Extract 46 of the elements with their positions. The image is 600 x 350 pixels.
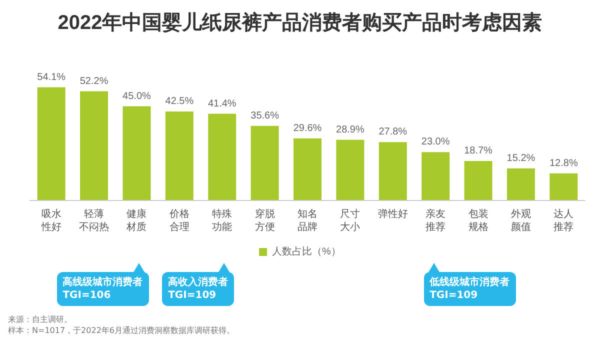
data-label: 23.0% bbox=[421, 136, 450, 148]
x-tick-label: 达人推荐 bbox=[554, 208, 574, 233]
source-note: 来源：自主调研。 bbox=[8, 314, 72, 325]
x-tick-label: 特殊功能 bbox=[212, 208, 232, 233]
bar bbox=[464, 161, 492, 200]
x-tick-label: 穿脱方便 bbox=[254, 208, 275, 233]
x-tick-label: 吸水性好 bbox=[40, 208, 62, 233]
bar bbox=[336, 140, 364, 200]
text: 低线级城市消费者 TGI=109 bbox=[424, 272, 516, 306]
data-label: 41.4% bbox=[208, 98, 236, 110]
x-tick-label: 包装规格 bbox=[468, 208, 488, 233]
bar bbox=[80, 91, 108, 200]
bar bbox=[208, 114, 236, 200]
bar bbox=[422, 152, 450, 200]
data-label: 29.6% bbox=[293, 122, 322, 134]
bar bbox=[165, 111, 194, 200]
x-tick-label: 弹性好 bbox=[378, 208, 408, 220]
text: 高线级城市消费者 TGI=106 bbox=[56, 272, 149, 306]
x-tick-label: 外观颜值 bbox=[510, 209, 531, 233]
x-tick-label: 轻薄不闷热 bbox=[79, 208, 110, 233]
data-label: 54.1% bbox=[37, 72, 66, 83]
data-label: 18.7% bbox=[464, 146, 493, 157]
data-label: 15.2% bbox=[506, 152, 536, 164]
bar bbox=[550, 173, 578, 200]
data-label: 12.8% bbox=[549, 158, 578, 169]
bar bbox=[378, 142, 407, 200]
bar bbox=[294, 138, 322, 200]
data-label: 52.2% bbox=[80, 76, 108, 87]
data-label: 28.9% bbox=[336, 124, 364, 136]
x-tick-label: 价格合理 bbox=[168, 208, 190, 233]
bar bbox=[506, 168, 535, 200]
bar bbox=[250, 126, 279, 200]
x-tick-label: 尺寸大小 bbox=[340, 208, 360, 233]
text: 样本：N=1017，于2022年6月通过消费洞察数据库调研获得。 bbox=[8, 325, 234, 336]
x-tick-label: 亲友推荐 bbox=[426, 208, 446, 233]
data-label: 42.5% bbox=[165, 96, 194, 107]
data-label: 27.8% bbox=[378, 126, 408, 138]
bar bbox=[37, 87, 66, 200]
text: 高收入消费者 TGI=109 bbox=[162, 272, 234, 306]
data-label: 35.6% bbox=[250, 110, 280, 122]
chart-title: 2022年中国婴儿纸尿裤产品消费者购买产品时考虑因素 bbox=[58, 11, 542, 34]
bar bbox=[122, 106, 151, 200]
legend-label: 人数占比（%） bbox=[272, 246, 341, 258]
x-tick-label: 知名品牌 bbox=[298, 208, 318, 233]
x-tick-label: 健康材质 bbox=[126, 208, 147, 233]
data-label: 45.0% bbox=[122, 90, 152, 102]
